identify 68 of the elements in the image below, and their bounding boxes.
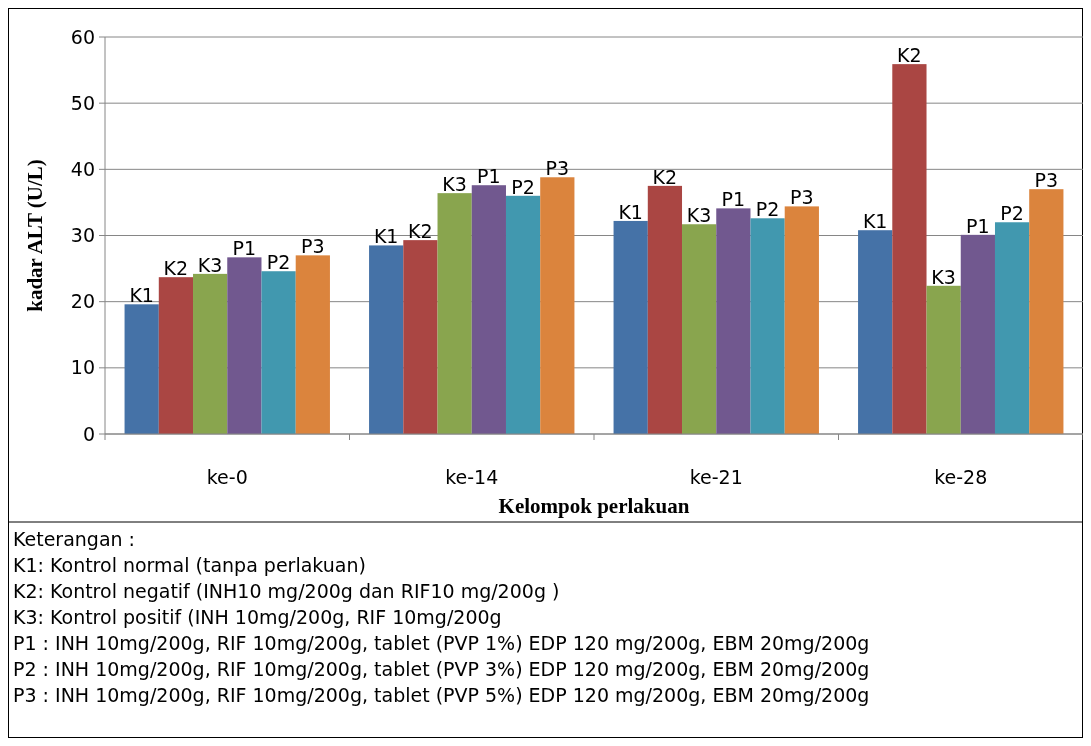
bar xyxy=(261,271,296,434)
text: K2 xyxy=(408,220,433,243)
text: P2 xyxy=(511,175,535,198)
text: P1 xyxy=(966,214,990,237)
text: P2 : INH 10mg/200g, RIF 10mg/200g, tablet (PVP 3%) EDP 120 mg/200g, EBM 20mg/200g xyxy=(13,658,870,680)
series-label: K1 xyxy=(129,284,154,307)
bar xyxy=(505,195,541,434)
text: K1 xyxy=(373,225,399,248)
y-tick-label: 60 xyxy=(70,25,95,48)
text: K2: Kontrol negatif (INH10 mg/200g dan RIF10 mg/200g ) xyxy=(13,580,560,602)
text: K1 xyxy=(862,210,888,233)
text: P1 xyxy=(477,165,501,188)
bar xyxy=(960,234,995,434)
x-tick-label: ke-14 xyxy=(445,466,499,488)
bar xyxy=(858,230,893,434)
bar xyxy=(784,206,819,434)
bar xyxy=(403,240,438,434)
text: P3 : INH 10mg/200g, RIF 10mg/200g, tablet (PVP 5%) EDP 120 mg/200g, EBM 20mg/200g xyxy=(13,684,870,706)
text: K3 xyxy=(931,265,956,288)
text: K3 xyxy=(442,173,467,196)
bar xyxy=(369,245,404,434)
x-tick-label: ke-28 xyxy=(934,466,988,488)
text: Keterangan : xyxy=(13,528,136,550)
bar xyxy=(892,64,927,434)
bar xyxy=(227,257,262,434)
series-label: P3 xyxy=(545,157,570,180)
text: K2 xyxy=(897,44,922,67)
bar xyxy=(682,224,717,434)
text: K3: Kontrol positif (INH 10mg/200g, RIF 10mg/200g xyxy=(13,606,502,628)
bar xyxy=(158,277,194,434)
y-tick-label: 0 xyxy=(82,422,95,445)
bar xyxy=(647,185,683,434)
text: P1 xyxy=(721,188,746,211)
bar xyxy=(750,218,785,434)
x-axis-title: Kelompok perlakuan xyxy=(498,494,690,518)
text: K3 xyxy=(686,204,712,227)
x-tick-label: ke-21 xyxy=(689,466,743,488)
bar xyxy=(437,193,472,434)
bar xyxy=(124,304,159,434)
y-tick-label: 50 xyxy=(70,91,95,114)
series-label: K2 xyxy=(163,257,189,280)
text: P3 xyxy=(301,235,325,258)
bar xyxy=(193,273,228,434)
bar xyxy=(471,185,506,434)
text: K2 xyxy=(652,165,678,188)
bar xyxy=(1029,189,1064,434)
series-label: P1 xyxy=(232,237,257,260)
y-axis-title: kadar ALT (U/L) xyxy=(23,159,47,312)
bar xyxy=(295,255,330,434)
series-label: P2 xyxy=(266,251,291,274)
text: P1 : INH 10mg/200g, RIF 10mg/200g, tablet (PVP 1%) EDP 120 mg/200g, EBM 20mg/200g xyxy=(13,632,870,654)
y-tick-label: 40 xyxy=(70,157,95,180)
series-label: K3 xyxy=(197,253,223,276)
text: P3 xyxy=(790,186,814,209)
bar xyxy=(540,177,575,434)
bar xyxy=(716,208,751,434)
y-tick-label: 20 xyxy=(70,290,95,313)
text: P2 xyxy=(755,198,780,221)
bar xyxy=(613,220,648,434)
x-tick-label: ke-0 xyxy=(206,466,248,488)
text: K1: Kontrol normal (tanpa perlakuan) xyxy=(13,554,366,576)
y-tick-label: 10 xyxy=(70,356,95,379)
text: P2 xyxy=(1000,202,1024,225)
text: K1 xyxy=(618,200,643,223)
y-tick-label: 30 xyxy=(70,224,95,247)
bar xyxy=(994,222,1030,434)
text: P3 xyxy=(1034,169,1059,192)
bar xyxy=(926,285,961,434)
